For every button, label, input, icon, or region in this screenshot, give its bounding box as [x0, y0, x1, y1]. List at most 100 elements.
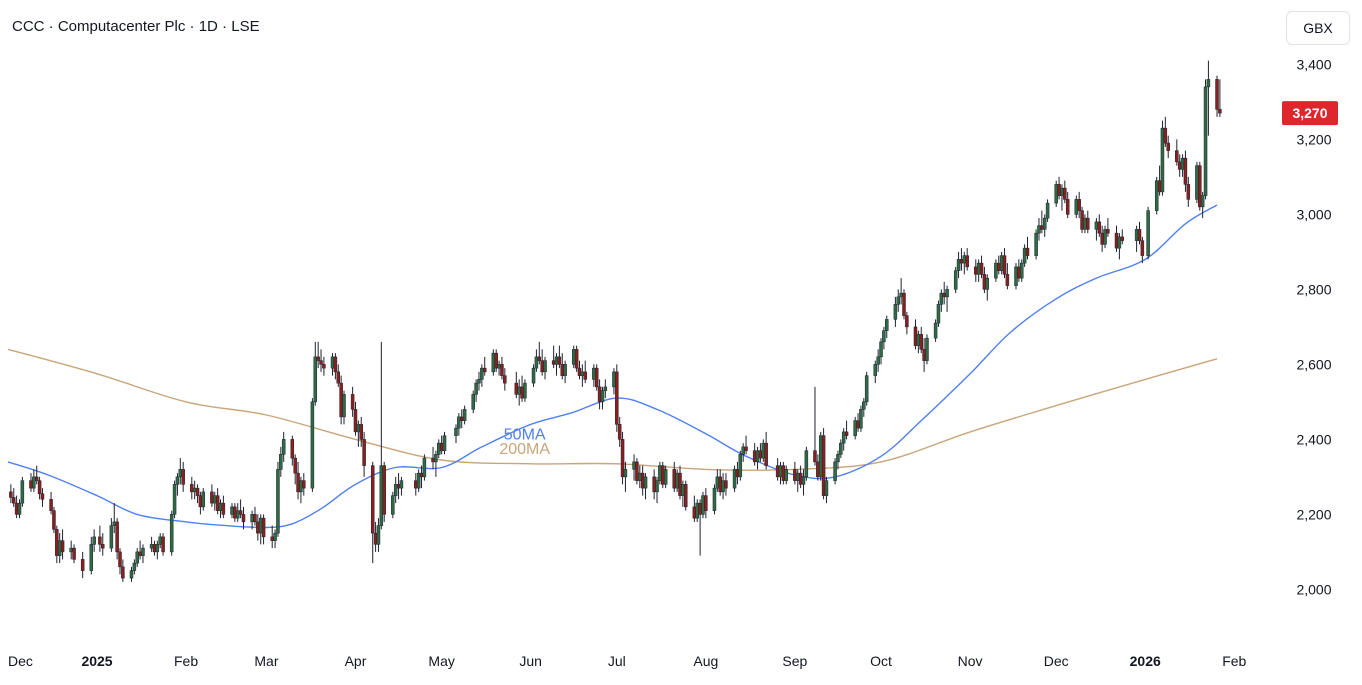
candle: [57, 533, 62, 564]
candle-body: [1022, 247, 1027, 264]
candle: [919, 326, 923, 354]
candle: [979, 255, 984, 279]
candle-body: [922, 349, 926, 361]
candle-body: [49, 499, 53, 511]
candle-body: [741, 446, 745, 455]
candle: [270, 525, 274, 549]
candle-body: [658, 465, 662, 481]
candle: [514, 371, 519, 399]
candle-body: [1037, 225, 1041, 234]
candle: [1074, 195, 1079, 219]
candle-body: [523, 382, 527, 399]
y-tick-label: 3,200: [1296, 131, 1331, 147]
candle-body: [936, 304, 941, 324]
candle-body: [1186, 184, 1191, 200]
candle-body: [29, 480, 33, 489]
candle: [462, 405, 467, 425]
candle-body: [804, 450, 809, 478]
candle-body: [801, 476, 806, 485]
candle: [985, 274, 990, 301]
candle-body: [1198, 165, 1202, 208]
candle: [517, 379, 521, 406]
candles-layer: [9, 60, 1222, 582]
candle-body: [258, 517, 263, 534]
y-tick-label: 2,800: [1296, 281, 1331, 297]
y-axis: 2,000 2,200 2,400 2,600 2,800 3,000 3,200 3,400: [1296, 56, 1331, 597]
candle: [1060, 184, 1064, 211]
candle-body: [221, 502, 226, 515]
candle-body: [514, 382, 519, 395]
candle-body: [1005, 274, 1010, 286]
candle-body: [905, 315, 909, 328]
candle: [824, 476, 829, 504]
candle-body: [1074, 199, 1079, 215]
candle-body: [844, 431, 849, 436]
currency-button[interactable]: GBX: [1286, 11, 1350, 45]
candle-body: [965, 255, 969, 268]
candle: [905, 311, 909, 335]
candle-body: [132, 562, 137, 571]
candle: [60, 529, 65, 560]
candle-body: [356, 424, 361, 433]
candle-body: [336, 371, 341, 384]
candle: [1017, 259, 1021, 282]
candle: [1025, 236, 1030, 260]
candle: [92, 529, 96, 552]
candle: [534, 349, 539, 372]
candle-body: [192, 487, 197, 493]
candle-body: [471, 394, 475, 410]
candle-body: [939, 292, 944, 305]
candle: [32, 469, 36, 492]
candle: [701, 491, 705, 519]
candle-body: [457, 416, 461, 429]
candle: [563, 360, 567, 384]
candle: [994, 259, 998, 282]
candle: [1045, 199, 1050, 222]
candle: [181, 461, 185, 492]
candle: [537, 341, 542, 365]
candle: [1166, 135, 1170, 159]
candle: [758, 443, 763, 462]
candle: [965, 248, 969, 271]
x-tick-label: May: [428, 653, 454, 669]
candle-body: [1080, 210, 1084, 230]
candle-body: [997, 262, 1001, 271]
ma200-layer: [7, 348, 1218, 471]
candle-body: [623, 469, 628, 478]
candle-body: [1042, 217, 1047, 230]
candle: [434, 450, 438, 477]
candle: [661, 461, 665, 489]
candle: [241, 506, 246, 530]
candle-body: [784, 469, 789, 481]
candle-body: [824, 480, 829, 496]
candle-body: [235, 510, 240, 519]
candle: [640, 465, 645, 496]
candle-body: [1163, 127, 1168, 144]
candle-body: [1002, 255, 1007, 275]
candle-body: [744, 446, 748, 451]
candle: [1106, 218, 1110, 237]
candle: [816, 454, 820, 481]
candle-body: [638, 472, 642, 481]
candle: [1146, 206, 1150, 260]
candle-body: [313, 356, 318, 403]
candle: [322, 356, 326, 376]
candle: [376, 518, 381, 552]
candle: [500, 356, 504, 380]
candle: [1100, 225, 1104, 252]
candle: [638, 465, 642, 489]
candle-body: [560, 364, 565, 376]
candle: [101, 533, 105, 556]
candle: [1083, 214, 1087, 234]
candle-body: [577, 367, 582, 376]
candle: [235, 503, 240, 522]
candle: [523, 379, 527, 402]
candle: [597, 379, 602, 410]
candle: [256, 514, 260, 541]
candle: [55, 525, 59, 564]
candle-body: [979, 262, 984, 275]
candle-body: [373, 532, 378, 545]
candle: [1206, 60, 1211, 136]
